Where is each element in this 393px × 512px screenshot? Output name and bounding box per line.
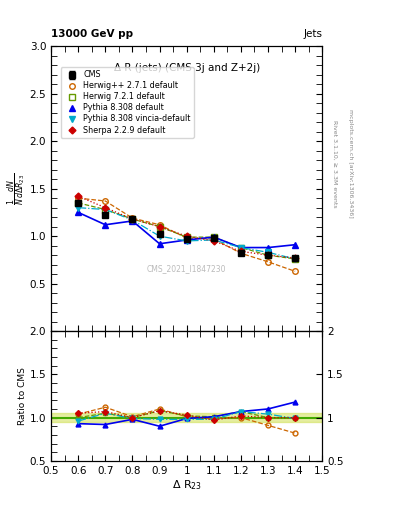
Herwig 7.2.1 default	[103, 206, 108, 212]
Pythia 8.308 vincia-default	[211, 237, 216, 243]
Text: Rivet 3.1.10, ≥ 3.3M events: Rivet 3.1.10, ≥ 3.3M events	[332, 120, 337, 208]
Text: 13000 GeV pp: 13000 GeV pp	[51, 29, 133, 39]
Sherpa 2.2.9 default	[184, 233, 189, 239]
Line: Herwig++ 2.7.1 default: Herwig++ 2.7.1 default	[75, 196, 298, 274]
Sherpa 2.2.9 default	[239, 248, 243, 254]
Pythia 8.308 default	[184, 237, 189, 243]
Herwig++ 2.7.1 default	[157, 222, 162, 228]
Herwig 7.2.1 default	[239, 245, 243, 251]
Text: Δ R (jets) (CMS 3j and Z+2j): Δ R (jets) (CMS 3j and Z+2j)	[114, 63, 260, 73]
Y-axis label: $\frac{1}{N}\frac{dN}{d\Delta R_{23}}$: $\frac{1}{N}\frac{dN}{d\Delta R_{23}}$	[6, 173, 28, 205]
Herwig++ 2.7.1 default	[266, 259, 270, 265]
Herwig++ 2.7.1 default	[239, 250, 243, 257]
Herwig++ 2.7.1 default	[293, 268, 298, 274]
Text: mcplots.cern.ch [arXiv:1306.3436]: mcplots.cern.ch [arXiv:1306.3436]	[348, 110, 353, 218]
Sherpa 2.2.9 default	[266, 252, 270, 258]
Herwig 7.2.1 default	[211, 234, 216, 240]
Line: Herwig 7.2.1 default: Herwig 7.2.1 default	[75, 200, 298, 262]
Herwig 7.2.1 default	[76, 200, 81, 206]
Bar	[51, 413, 322, 422]
Pythia 8.308 vincia-default	[130, 217, 135, 223]
Herwig 7.2.1 default	[293, 256, 298, 262]
Herwig++ 2.7.1 default	[184, 235, 189, 241]
Pythia 8.308 vincia-default	[266, 249, 270, 255]
Herwig 7.2.1 default	[130, 216, 135, 222]
Line: Pythia 8.308 vincia-default: Pythia 8.308 vincia-default	[75, 205, 298, 262]
Herwig++ 2.7.1 default	[130, 215, 135, 221]
Pythia 8.308 vincia-default	[184, 238, 189, 244]
Sherpa 2.2.9 default	[157, 224, 162, 230]
Line: Sherpa 2.2.9 default: Sherpa 2.2.9 default	[76, 194, 298, 261]
Herwig++ 2.7.1 default	[211, 236, 216, 242]
Pythia 8.308 default	[103, 222, 108, 228]
X-axis label: Δ R$_{23}$: Δ R$_{23}$	[172, 478, 202, 492]
Pythia 8.308 vincia-default	[76, 205, 81, 211]
Sherpa 2.2.9 default	[103, 205, 108, 211]
Pythia 8.308 default	[293, 242, 298, 248]
Pythia 8.308 vincia-default	[239, 245, 243, 251]
Herwig 7.2.1 default	[184, 234, 189, 240]
Herwig++ 2.7.1 default	[76, 195, 81, 201]
Pythia 8.308 default	[76, 209, 81, 216]
Pythia 8.308 vincia-default	[157, 233, 162, 239]
Herwig 7.2.1 default	[157, 224, 162, 230]
Sherpa 2.2.9 default	[211, 238, 216, 244]
Herwig++ 2.7.1 default	[103, 198, 108, 204]
Sherpa 2.2.9 default	[76, 193, 81, 199]
Text: Jets: Jets	[303, 29, 322, 39]
Pythia 8.308 vincia-default	[103, 206, 108, 212]
Sherpa 2.2.9 default	[130, 216, 135, 222]
Sherpa 2.2.9 default	[293, 255, 298, 261]
Pythia 8.308 default	[211, 234, 216, 240]
Herwig 7.2.1 default	[266, 252, 270, 258]
Y-axis label: Ratio to CMS: Ratio to CMS	[18, 367, 27, 425]
Text: CMS_2021_I1847230: CMS_2021_I1847230	[147, 264, 226, 273]
Legend: CMS, Herwig++ 2.7.1 default, Herwig 7.2.1 default, Pythia 8.308 default, Pythia : CMS, Herwig++ 2.7.1 default, Herwig 7.2.…	[61, 67, 194, 138]
Pythia 8.308 default	[266, 245, 270, 251]
Line: Pythia 8.308 default: Pythia 8.308 default	[75, 209, 298, 250]
Pythia 8.308 vincia-default	[293, 256, 298, 262]
Pythia 8.308 default	[157, 241, 162, 247]
Pythia 8.308 default	[130, 218, 135, 224]
Pythia 8.308 default	[239, 245, 243, 251]
